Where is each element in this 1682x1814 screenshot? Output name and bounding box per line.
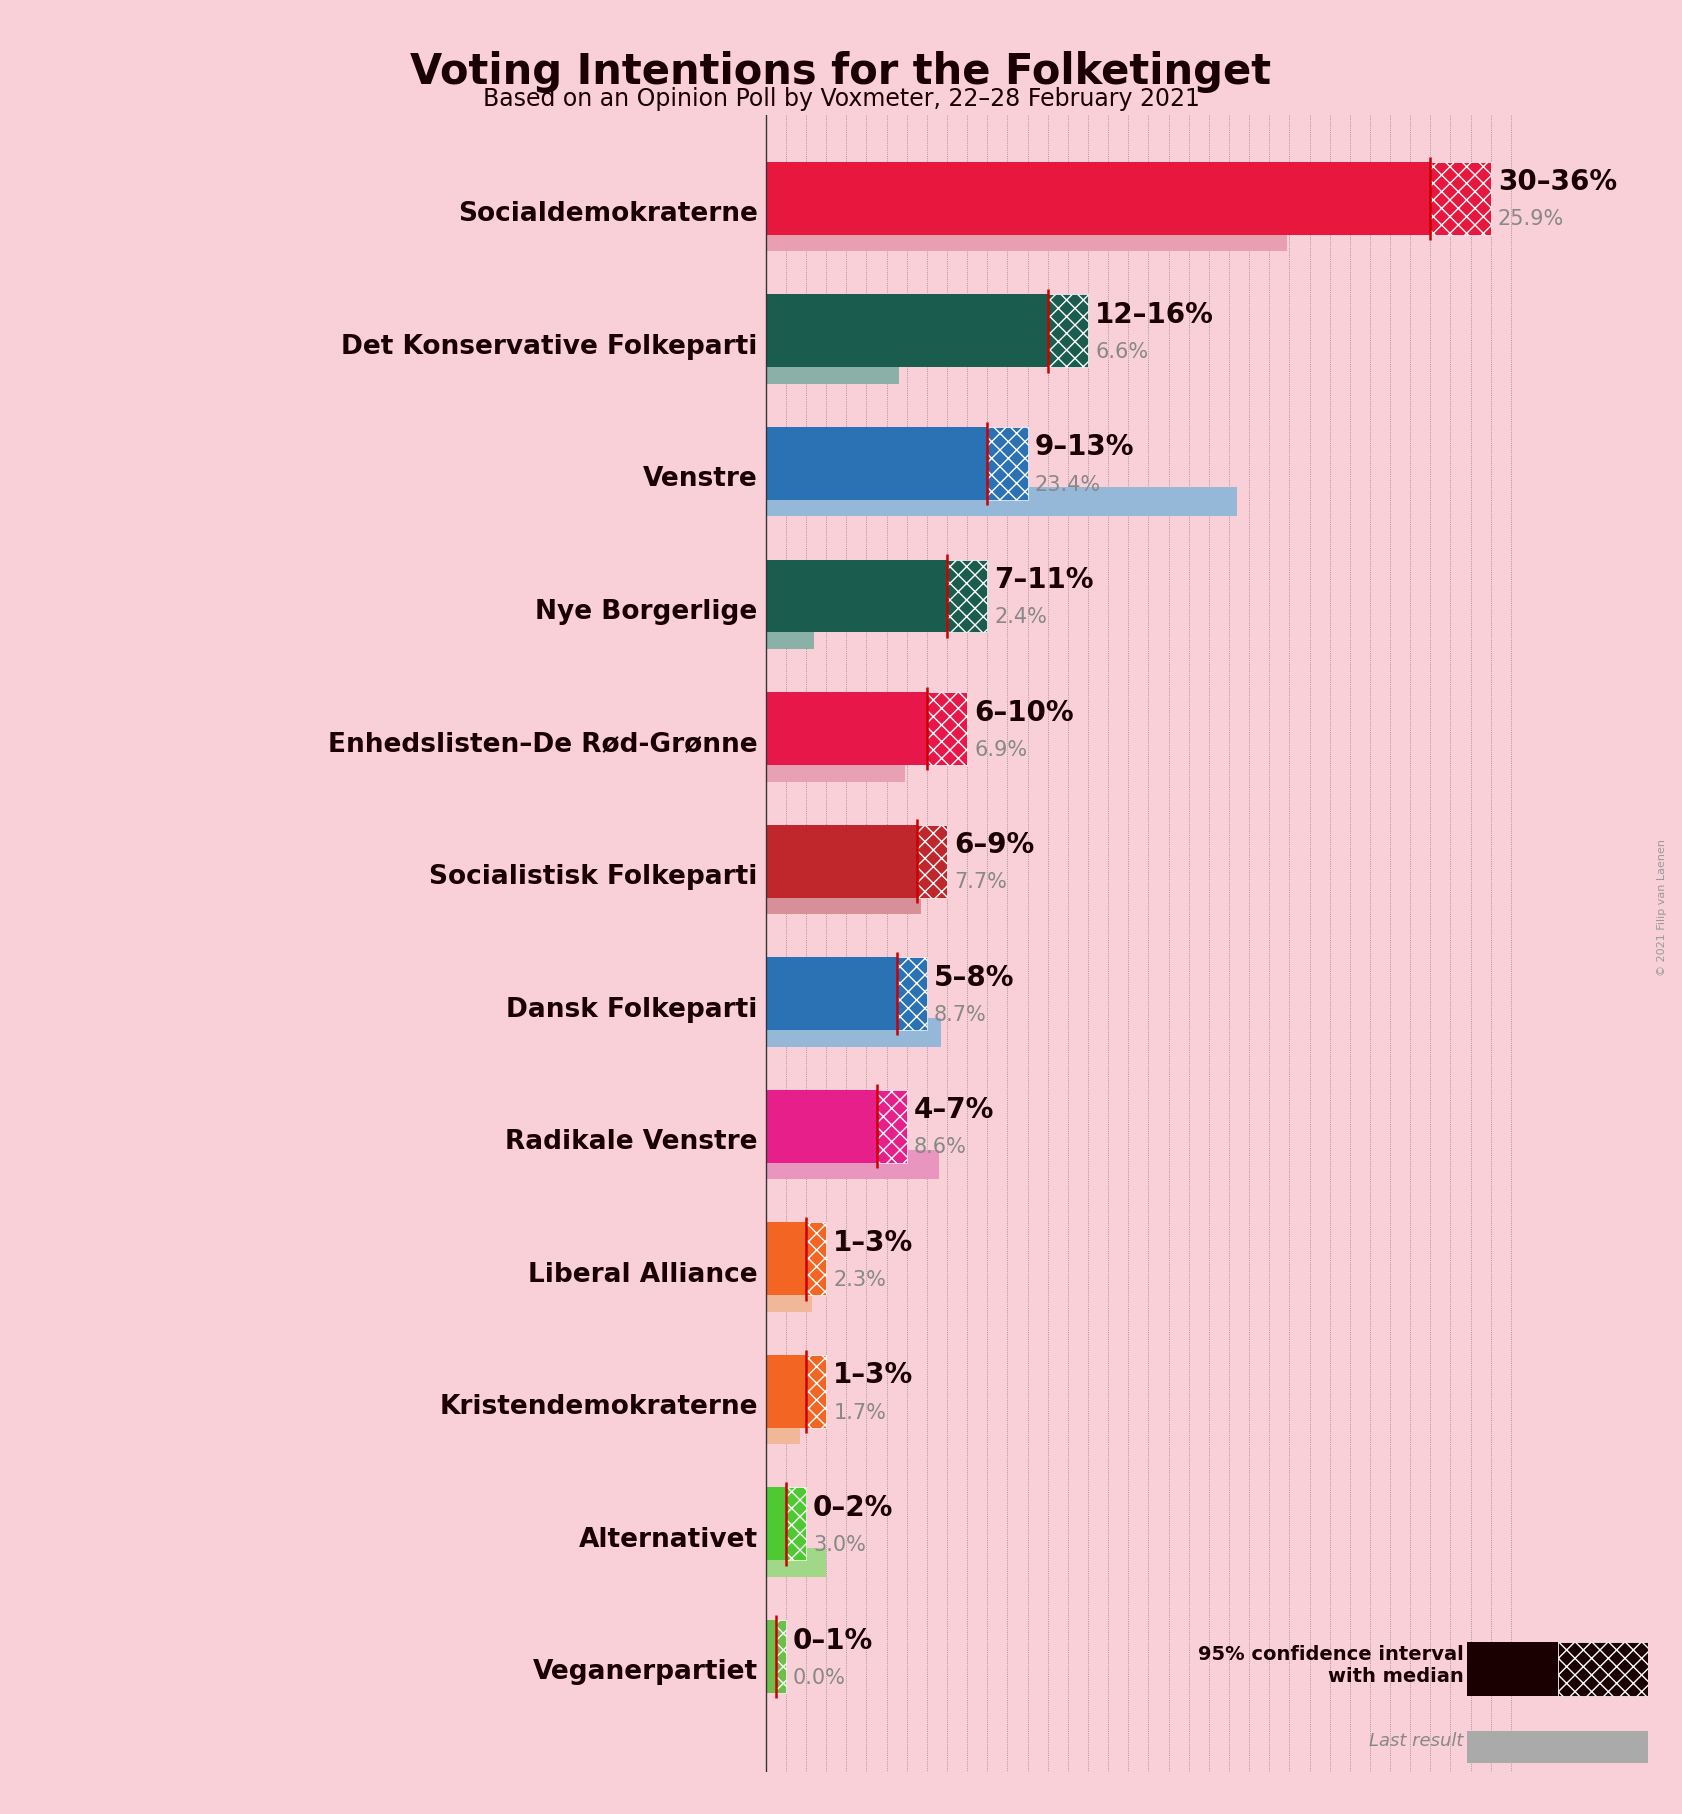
Bar	[765, 221, 1287, 252]
Bar	[927, 693, 967, 766]
Text: Nye Borgerlige: Nye Borgerlige	[535, 599, 757, 624]
Bar	[987, 426, 1028, 501]
Text: 1–3%: 1–3%	[833, 1228, 913, 1257]
Bar	[765, 488, 1236, 517]
Bar	[765, 1223, 806, 1295]
Text: 0–2%: 0–2%	[812, 1495, 893, 1522]
Text: Veganerpartiet: Veganerpartiet	[533, 1660, 757, 1685]
Text: 6.9%: 6.9%	[974, 740, 1028, 760]
Bar	[947, 559, 987, 633]
Text: 12–16%: 12–16%	[1095, 301, 1214, 328]
Text: © 2021 Filip van Laenen: © 2021 Filip van Laenen	[1657, 838, 1667, 976]
Text: Dansk Folkeparti: Dansk Folkeparti	[506, 996, 757, 1023]
Text: Det Konservative Folkeparti: Det Konservative Folkeparti	[341, 334, 757, 359]
Bar	[765, 356, 898, 385]
Text: Socialdemokraterne: Socialdemokraterne	[458, 201, 757, 227]
Text: 8.7%: 8.7%	[934, 1005, 987, 1025]
Text: 0–1%: 0–1%	[792, 1627, 873, 1654]
Bar	[806, 1223, 826, 1295]
Bar	[765, 294, 1048, 366]
Bar	[765, 1415, 801, 1444]
Bar	[765, 753, 905, 782]
Bar	[765, 1090, 876, 1163]
Text: Socialistisk Folkeparti: Socialistisk Folkeparti	[429, 863, 757, 891]
Bar	[765, 1487, 785, 1560]
Text: 25.9%: 25.9%	[1497, 209, 1564, 230]
Text: 23.4%: 23.4%	[1034, 475, 1100, 495]
Bar	[765, 693, 927, 766]
Bar	[1430, 161, 1490, 234]
Text: 0.0%: 0.0%	[792, 1667, 846, 1687]
Bar	[765, 559, 947, 633]
Bar	[765, 1018, 940, 1047]
Text: 1–3%: 1–3%	[833, 1362, 913, 1390]
Text: Kristendemokraterne: Kristendemokraterne	[439, 1395, 757, 1420]
Bar	[765, 426, 987, 501]
Bar	[765, 1547, 826, 1576]
Text: 6–10%: 6–10%	[974, 698, 1073, 727]
Bar	[1467, 1642, 1558, 1696]
Bar	[785, 1487, 806, 1560]
Bar	[765, 1355, 806, 1428]
Text: 7–11%: 7–11%	[994, 566, 1093, 593]
Bar	[806, 1355, 826, 1428]
Text: 7.7%: 7.7%	[954, 873, 1008, 892]
Text: Radikale Venstre: Radikale Venstre	[505, 1128, 757, 1156]
Text: 6–9%: 6–9%	[954, 831, 1034, 860]
Text: Based on an Opinion Poll by Voxmeter, 22–28 February 2021: Based on an Opinion Poll by Voxmeter, 22…	[483, 87, 1199, 111]
Bar	[1558, 1642, 1648, 1696]
Bar	[775, 1620, 785, 1692]
Text: 30–36%: 30–36%	[1497, 169, 1616, 196]
Bar	[765, 885, 920, 914]
Text: Last result: Last result	[1369, 1732, 1463, 1751]
Bar	[765, 1620, 775, 1692]
Bar	[765, 825, 917, 898]
Bar	[1048, 294, 1088, 366]
Bar	[765, 1282, 812, 1312]
Text: Liberal Alliance: Liberal Alliance	[528, 1263, 757, 1288]
Text: 95% confidence interval
with median: 95% confidence interval with median	[1198, 1645, 1463, 1685]
Text: 3.0%: 3.0%	[812, 1535, 866, 1555]
Text: Venstre: Venstre	[643, 466, 757, 492]
Text: 2.4%: 2.4%	[994, 608, 1048, 628]
Text: Alternativet: Alternativet	[579, 1527, 757, 1553]
Text: 5–8%: 5–8%	[934, 963, 1014, 992]
Text: 4–7%: 4–7%	[913, 1096, 994, 1125]
Text: 1.7%: 1.7%	[833, 1402, 886, 1422]
Bar	[765, 958, 897, 1030]
Text: Enhedslisten–De Rød-Grønne: Enhedslisten–De Rød-Grønne	[328, 731, 757, 758]
Bar	[876, 1090, 907, 1163]
Bar	[765, 161, 1430, 234]
Text: 8.6%: 8.6%	[913, 1137, 967, 1157]
Text: 2.3%: 2.3%	[833, 1270, 886, 1290]
Bar	[917, 825, 947, 898]
Bar	[765, 1150, 939, 1179]
Bar	[765, 620, 814, 649]
Text: Voting Intentions for the Folketinget: Voting Intentions for the Folketinget	[410, 51, 1272, 93]
Text: 9–13%: 9–13%	[1034, 434, 1134, 461]
Text: 6.6%: 6.6%	[1095, 343, 1149, 363]
Bar	[897, 958, 927, 1030]
